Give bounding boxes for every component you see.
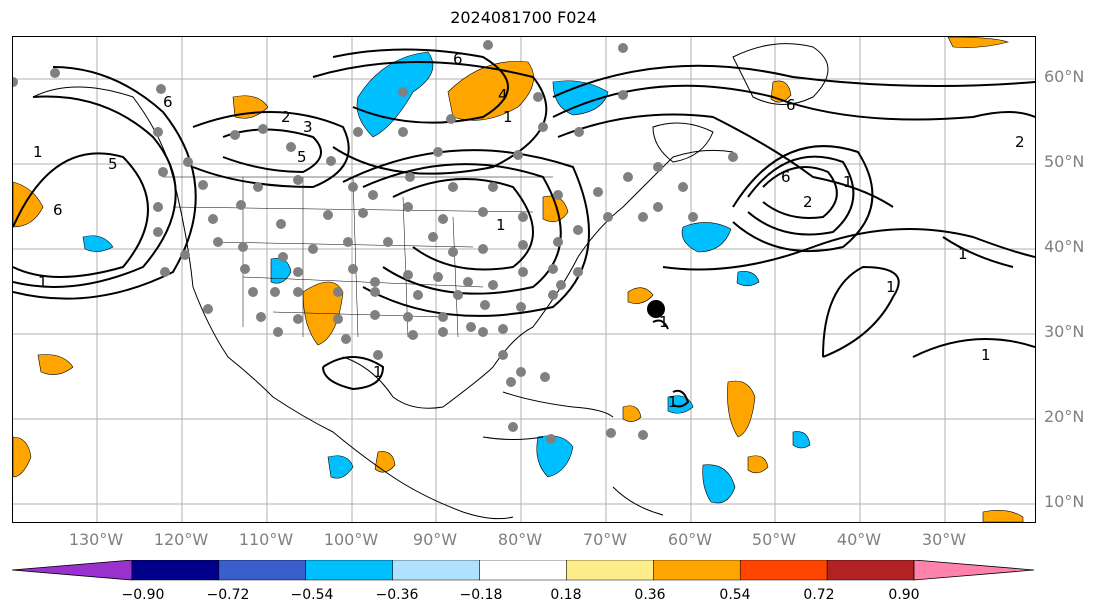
lon-label: 70°W xyxy=(582,530,628,549)
contour-label: 5 xyxy=(108,155,118,173)
political-boundaries xyxy=(163,176,553,338)
colorbar-tick-label: −0.72 xyxy=(206,587,250,603)
lon-label: 130°W xyxy=(68,530,124,549)
colorbar-segment xyxy=(566,560,654,581)
contour-label: 1 xyxy=(496,216,506,234)
lon-label: 100°W xyxy=(323,530,379,549)
colorbar-tick-label: −0.36 xyxy=(375,587,419,603)
lon-label: 50°W xyxy=(751,530,797,549)
colorbar-segment xyxy=(479,560,567,581)
colorbar-segment xyxy=(653,560,741,581)
lat-label: 50°N xyxy=(1044,152,1085,171)
lat-label: 10°N xyxy=(1044,492,1085,511)
shaded-field xyxy=(13,37,1024,522)
lon-label: 120°W xyxy=(153,530,209,549)
contour-label: 1 xyxy=(981,346,991,364)
station-dots xyxy=(13,40,738,444)
contour-label: 1 xyxy=(958,245,968,263)
lon-label: 40°W xyxy=(836,530,882,549)
lon-label: 110°W xyxy=(238,530,294,549)
lon-label: 90°W xyxy=(412,530,458,549)
contour-label: 3 xyxy=(303,118,313,136)
lat-label: 20°N xyxy=(1044,407,1085,426)
lon-label: 30°W xyxy=(921,530,967,549)
colorbar-tick-label: −0.90 xyxy=(121,587,165,603)
colorbar xyxy=(12,560,1035,581)
colorbar-segment xyxy=(739,560,828,581)
contour-label: 6 xyxy=(453,50,463,68)
contour-label: 1 xyxy=(373,363,383,381)
hurricane-symbol xyxy=(647,300,665,318)
contour-label: 1 xyxy=(886,278,896,296)
colorbar-tick-label: 0.18 xyxy=(550,587,582,603)
contour-label-group: 6 2 3 5 1 6 4 1 2 6 1 5 6 1 1 1 1 6 1 1 … xyxy=(33,50,1025,411)
contour-label: 2 xyxy=(281,108,291,126)
colorbar-tick-label: 0.90 xyxy=(888,587,920,603)
contour-label: 1 xyxy=(668,393,678,411)
colorbar-tick-label: 0.54 xyxy=(719,587,751,603)
lat-label: 40°N xyxy=(1044,237,1085,256)
contour-label: 1 xyxy=(38,273,48,291)
contour-label: 5 xyxy=(297,148,307,166)
contour-label: 6 xyxy=(163,93,173,111)
colorbar-segment xyxy=(131,560,220,581)
contour-label: 2 xyxy=(1015,133,1025,151)
colorbar-segment xyxy=(12,560,133,581)
contour-label: 6 xyxy=(53,201,63,219)
colorbar-segment xyxy=(913,560,1035,581)
contour-label: 1 xyxy=(503,108,513,126)
lon-label: 60°W xyxy=(667,530,713,549)
contour-label: 6 xyxy=(781,168,791,186)
colorbar-tick-label: 0.72 xyxy=(803,587,835,603)
contour-label: 2 xyxy=(803,193,813,211)
lat-label: 30°N xyxy=(1044,322,1085,341)
contour-label: 1 xyxy=(33,143,43,161)
colorbar-segment xyxy=(392,560,480,581)
map-title: 2024081700 F024 xyxy=(450,8,597,27)
lat-label: 60°N xyxy=(1044,67,1085,86)
colorbar-tick-label: −0.54 xyxy=(290,587,334,603)
contour-lines xyxy=(13,48,1035,408)
lon-label: 80°W xyxy=(497,530,543,549)
map-frame: 6 2 3 5 1 6 4 1 2 6 1 5 6 1 1 1 1 6 1 1 … xyxy=(12,36,1036,523)
contour-label: 1 xyxy=(843,173,853,191)
contour-label: 4 xyxy=(498,86,508,104)
coastlines xyxy=(32,43,829,520)
colorbar-segment xyxy=(305,560,393,581)
colorbar-tick-label: −0.18 xyxy=(459,587,503,603)
contour-label: 1 xyxy=(659,313,669,331)
map-canvas: 6 2 3 5 1 6 4 1 2 6 1 5 6 1 1 1 1 6 1 1 … xyxy=(13,37,1035,522)
colorbar-segment xyxy=(826,560,915,581)
colorbar-tick-label: 0.36 xyxy=(634,587,666,603)
contour-label: 6 xyxy=(786,96,796,114)
graticule xyxy=(13,37,1035,522)
colorbar-segment xyxy=(218,560,307,581)
